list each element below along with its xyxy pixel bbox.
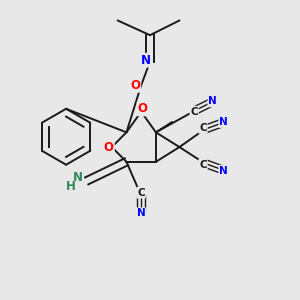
Text: O: O: [138, 102, 148, 115]
Text: C: C: [137, 188, 145, 198]
Text: N: N: [219, 166, 228, 176]
Text: O: O: [104, 141, 114, 154]
Text: N: N: [73, 172, 83, 184]
Text: N: N: [208, 96, 217, 106]
Text: N: N: [219, 117, 228, 127]
Text: N: N: [141, 54, 151, 67]
Text: C: C: [190, 107, 198, 117]
Text: C: C: [199, 123, 207, 133]
Text: C: C: [199, 160, 207, 170]
Text: O: O: [130, 79, 140, 92]
Text: H: H: [66, 180, 75, 193]
Text: N: N: [137, 208, 146, 218]
